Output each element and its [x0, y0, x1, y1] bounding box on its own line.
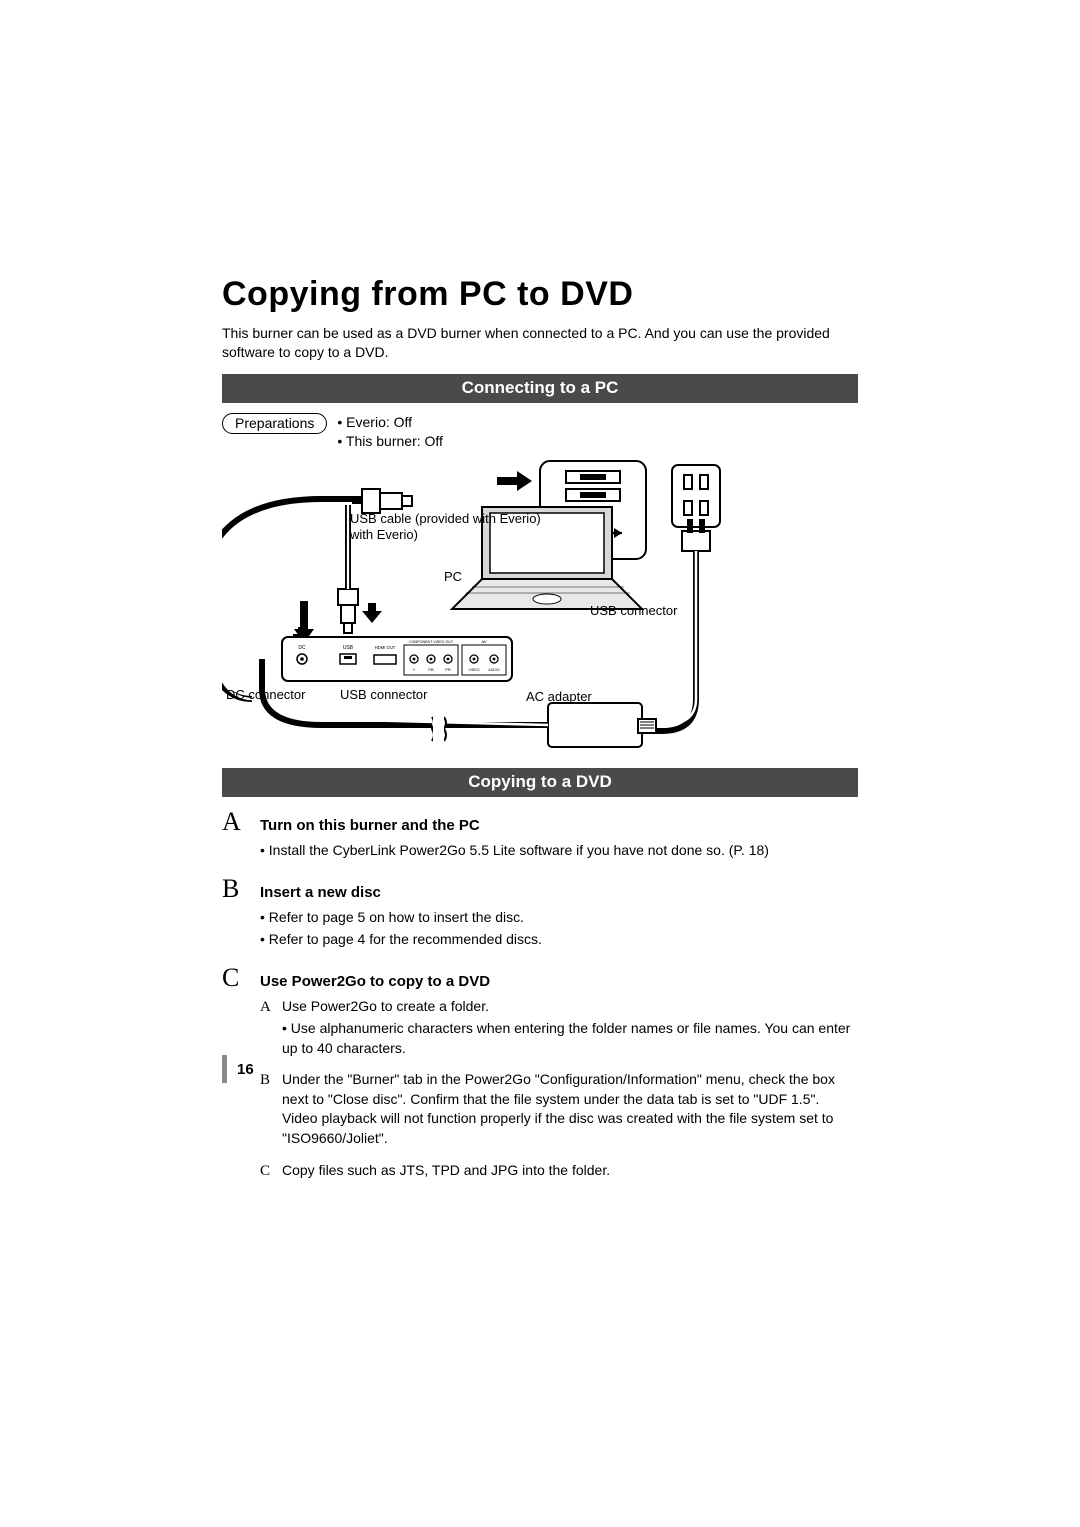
ac-adapter-icon: [548, 703, 656, 747]
port-label: AV: [481, 639, 486, 644]
diagram-label: DC connector: [226, 687, 306, 702]
substep-letter: B: [260, 1070, 274, 1150]
page-number-bar: [222, 1055, 227, 1083]
step-letter: B: [222, 874, 248, 904]
step-b: B Insert a new disc • Refer to page 5 on…: [222, 874, 858, 949]
step-letter: A: [222, 807, 248, 837]
step-bullet: • Install the CyberLink Power2Go 5.5 Lit…: [260, 841, 858, 861]
page-number-wrap: 16: [222, 1055, 254, 1083]
diagram-label: USB connector: [340, 687, 428, 702]
step-letter: C: [222, 963, 248, 993]
port-label: COMPONENT VIDEO OUT: [409, 640, 454, 644]
step-c: C Use Power2Go to copy to a DVD A Use Po…: [222, 963, 858, 1182]
intro-text: This burner can be used as a DVD burner …: [222, 324, 858, 362]
substep-letter: C: [260, 1161, 274, 1183]
diagram-label: USB connector: [590, 603, 678, 618]
diagram-label: AC adapter: [526, 689, 592, 704]
svg-text:AUDIO: AUDIO: [488, 668, 500, 672]
substep-line: Use Power2Go to create a folder.: [282, 997, 858, 1017]
substep-line: • Use alphanumeric characters when enter…: [282, 1019, 858, 1058]
preparations-row: Preparations • Everio: Off • This burner…: [222, 413, 858, 451]
prep-item: • This burner: Off: [337, 432, 443, 451]
substep: A Use Power2Go to create a folder. • Use…: [260, 997, 858, 1060]
step-bullet: • Refer to page 4 for the recommended di…: [260, 930, 858, 950]
arrow-icon: [362, 603, 382, 623]
step-title: Use Power2Go to copy to a DVD: [260, 973, 490, 990]
step-a: A Turn on this burner and the PC • Insta…: [222, 807, 858, 861]
power-plug-icon: [672, 465, 720, 551]
svg-text:PB: PB: [428, 667, 434, 672]
burner-panel: DC USB HDMI OUT COMPONENT VIDEO OUT Y PB…: [282, 637, 512, 681]
substep: C Copy files such as JTS, TPD and JPG in…: [260, 1161, 858, 1183]
page-title: Copying from PC to DVD: [222, 275, 858, 314]
port-label: DC: [298, 645, 306, 651]
svg-text:Y: Y: [413, 667, 416, 672]
step-bullet: • Refer to page 5 on how to insert the d…: [260, 908, 858, 928]
page-content: Copying from PC to DVD This burner can b…: [222, 275, 858, 1196]
diagram-label: with Everio): [349, 527, 418, 542]
step-title: Insert a new disc: [260, 884, 381, 901]
arrow-icon: [497, 471, 532, 491]
substep-line: Copy files such as JTS, TPD and JPG into…: [282, 1161, 858, 1181]
page-number: 16: [237, 1061, 254, 1078]
section-copying: Copying to a DVD: [222, 768, 858, 797]
svg-text:PR: PR: [445, 667, 451, 672]
diagram-label: PC: [444, 569, 462, 584]
diagram-label: USB cable (provided with Everio): [350, 511, 541, 526]
preparations-list: • Everio: Off • This burner: Off: [337, 413, 443, 451]
connection-diagram: DC USB HDMI OUT COMPONENT VIDEO OUT Y PB…: [222, 459, 858, 749]
svg-text:VIDEO: VIDEO: [468, 668, 479, 672]
port-label: USB: [343, 645, 354, 651]
substep: B Under the "Burner" tab in the Power2Go…: [260, 1070, 858, 1150]
section-connecting: Connecting to a PC: [222, 374, 858, 403]
substep-line: Under the "Burner" tab in the Power2Go "…: [282, 1070, 858, 1148]
step-title: Turn on this burner and the PC: [260, 817, 480, 834]
substep-letter: A: [260, 997, 274, 1060]
prep-item: • Everio: Off: [337, 413, 443, 432]
usb-plug-top-icon: [352, 489, 412, 513]
port-label: HDMI OUT: [375, 645, 396, 650]
preparations-pill: Preparations: [222, 413, 327, 434]
